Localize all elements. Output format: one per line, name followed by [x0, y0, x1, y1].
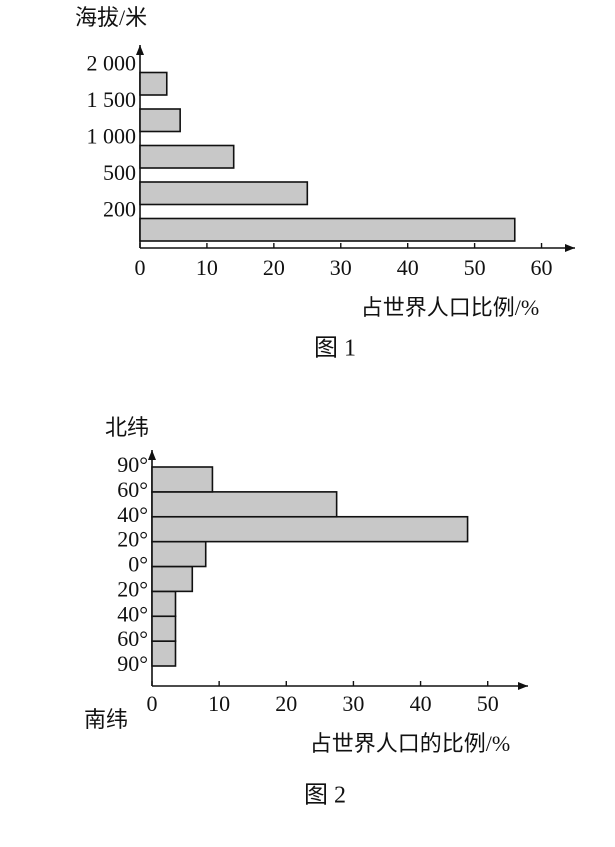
bar — [151, 540, 207, 568]
bar — [139, 144, 235, 169]
x-tick-label: 50 — [477, 691, 499, 716]
y-tick-label: 90° — [117, 452, 148, 477]
y-tick-label: 0° — [128, 552, 148, 577]
bar — [151, 615, 177, 642]
bar — [151, 565, 194, 593]
x-tick-label: 30 — [330, 255, 352, 280]
x-tick-label: 0 — [147, 691, 158, 716]
y-axis-title: 海拔/米 — [75, 5, 147, 30]
x-tick-label: 20 — [275, 691, 297, 716]
bar — [151, 466, 214, 493]
y-axis-arrow — [136, 45, 144, 55]
bar — [139, 181, 309, 206]
bar — [139, 108, 181, 133]
x-tick-label: 0 — [135, 255, 146, 280]
bar — [139, 217, 516, 242]
bar — [151, 640, 177, 667]
x-tick-label: 40 — [397, 255, 419, 280]
y-axis-title-bottom: 南纬 — [84, 707, 128, 732]
bar — [151, 491, 338, 518]
y-tick-label: 1 000 — [87, 124, 137, 149]
y-tick-label: 2 000 — [87, 51, 137, 76]
x-axis-title: 占世界人口的比例/% — [310, 731, 510, 756]
x-tick-label: 60 — [531, 255, 553, 280]
x-axis-arrow — [518, 682, 528, 690]
x-axis-arrow — [565, 244, 575, 252]
y-tick-label: 40° — [117, 601, 148, 626]
figure-caption: 图 1 — [314, 336, 356, 362]
bar — [151, 515, 469, 543]
bar — [139, 71, 168, 96]
y-tick-label: 40° — [117, 502, 148, 527]
y-tick-label: 60° — [117, 626, 148, 651]
y-axis-title: 北纬 — [105, 415, 149, 440]
y-axis-arrow — [148, 450, 156, 460]
y-tick-label: 500 — [103, 160, 136, 185]
y-tick-label: 1 500 — [87, 87, 137, 112]
y-tick-label: 20° — [117, 576, 148, 601]
x-tick-label: 20 — [263, 255, 285, 280]
x-tick-label: 40 — [410, 691, 432, 716]
bar — [151, 590, 177, 618]
y-tick-label: 200 — [103, 197, 136, 222]
y-tick-label: 20° — [117, 527, 148, 552]
x-tick-label: 50 — [464, 255, 486, 280]
x-tick-label: 10 — [196, 255, 218, 280]
y-tick-label: 90° — [117, 651, 148, 676]
x-axis-title: 占世界人口比例/% — [361, 295, 539, 320]
x-tick-label: 10 — [208, 691, 230, 716]
figure-caption: 图 2 — [304, 783, 346, 809]
y-tick-label: 60° — [117, 477, 148, 502]
x-tick-label: 30 — [342, 691, 364, 716]
